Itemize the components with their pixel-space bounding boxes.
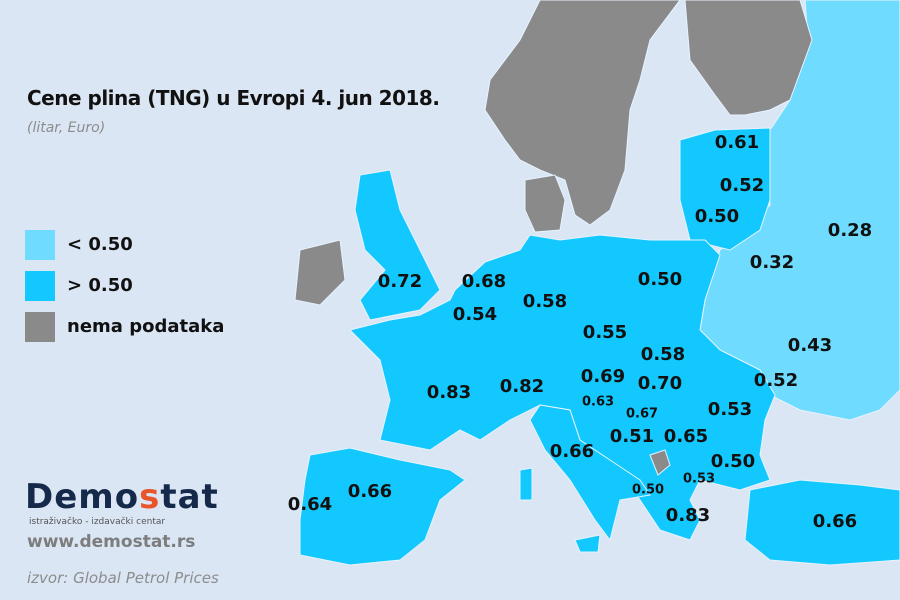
logo-tagline: istraživačko - izdavački centar — [29, 517, 166, 527]
legend-label: nema podataka — [67, 316, 225, 337]
value-label: 0.70 — [637, 373, 683, 394]
map-subtitle: (litar, Euro) — [27, 120, 106, 136]
value-label: 0.67 — [625, 406, 659, 422]
legend: < 0.50 > 0.50 nema podataka — [25, 224, 224, 347]
value-label: 0.43 — [787, 335, 833, 356]
legend-item-above: > 0.50 — [25, 265, 224, 306]
value-label: 0.50 — [694, 206, 740, 227]
legend-swatch — [25, 229, 55, 260]
region-baltics — [679, 127, 771, 251]
map-title: Cene plina (TNG) u Evropi 4. jun 2018. — [27, 86, 440, 110]
region-finland — [684, 0, 813, 116]
value-label: 0.66 — [549, 441, 595, 462]
value-label: 0.52 — [719, 175, 765, 196]
region-sardinia — [519, 467, 533, 501]
legend-label: < 0.50 — [67, 234, 133, 255]
value-label: 0.64 — [287, 494, 333, 515]
website-link[interactable]: www.demostat.rs — [27, 532, 196, 552]
region-italy — [529, 404, 651, 542]
value-label: 0.32 — [749, 252, 795, 273]
value-label: 0.58 — [522, 291, 568, 312]
region-sicily — [574, 534, 601, 553]
legend-label: > 0.50 — [67, 275, 133, 296]
region-denmark — [524, 174, 566, 233]
value-label: 0.50 — [637, 269, 683, 290]
value-label: 0.82 — [499, 376, 545, 397]
value-label: 0.52 — [753, 370, 799, 391]
region-ireland — [294, 239, 346, 306]
value-label: 0.58 — [640, 344, 686, 365]
value-label: 0.28 — [827, 220, 873, 241]
value-label: 0.68 — [461, 271, 507, 292]
region-scandinavia — [484, 0, 681, 226]
region-montenegro — [649, 449, 671, 476]
legend-swatch — [25, 311, 55, 342]
value-label: 0.50 — [631, 482, 665, 498]
value-label: 0.63 — [581, 394, 615, 410]
value-label: 0.66 — [347, 481, 393, 502]
legend-swatch — [25, 270, 55, 301]
value-label: 0.83 — [665, 505, 711, 526]
demostat-logo: Demostat — [25, 477, 219, 517]
region-uk — [354, 169, 441, 321]
value-label: 0.54 — [452, 304, 498, 325]
legend-item-below: < 0.50 — [25, 224, 224, 265]
region-iberia — [299, 447, 466, 566]
legend-item-no-data: nema podataka — [25, 306, 224, 347]
value-label: 0.53 — [707, 399, 753, 420]
value-label: 0.69 — [580, 366, 626, 387]
value-label: 0.72 — [377, 271, 423, 292]
region-turkey — [744, 479, 900, 566]
value-label: 0.66 — [812, 511, 858, 532]
value-label: 0.50 — [710, 451, 756, 472]
value-label: 0.65 — [663, 426, 709, 447]
value-label: 0.55 — [582, 322, 628, 343]
value-label: 0.61 — [714, 132, 760, 153]
value-label: 0.51 — [609, 426, 655, 447]
source-note: izvor: Global Petrol Prices — [27, 569, 219, 587]
value-label: 0.53 — [682, 471, 716, 487]
value-label: 0.83 — [426, 382, 472, 403]
